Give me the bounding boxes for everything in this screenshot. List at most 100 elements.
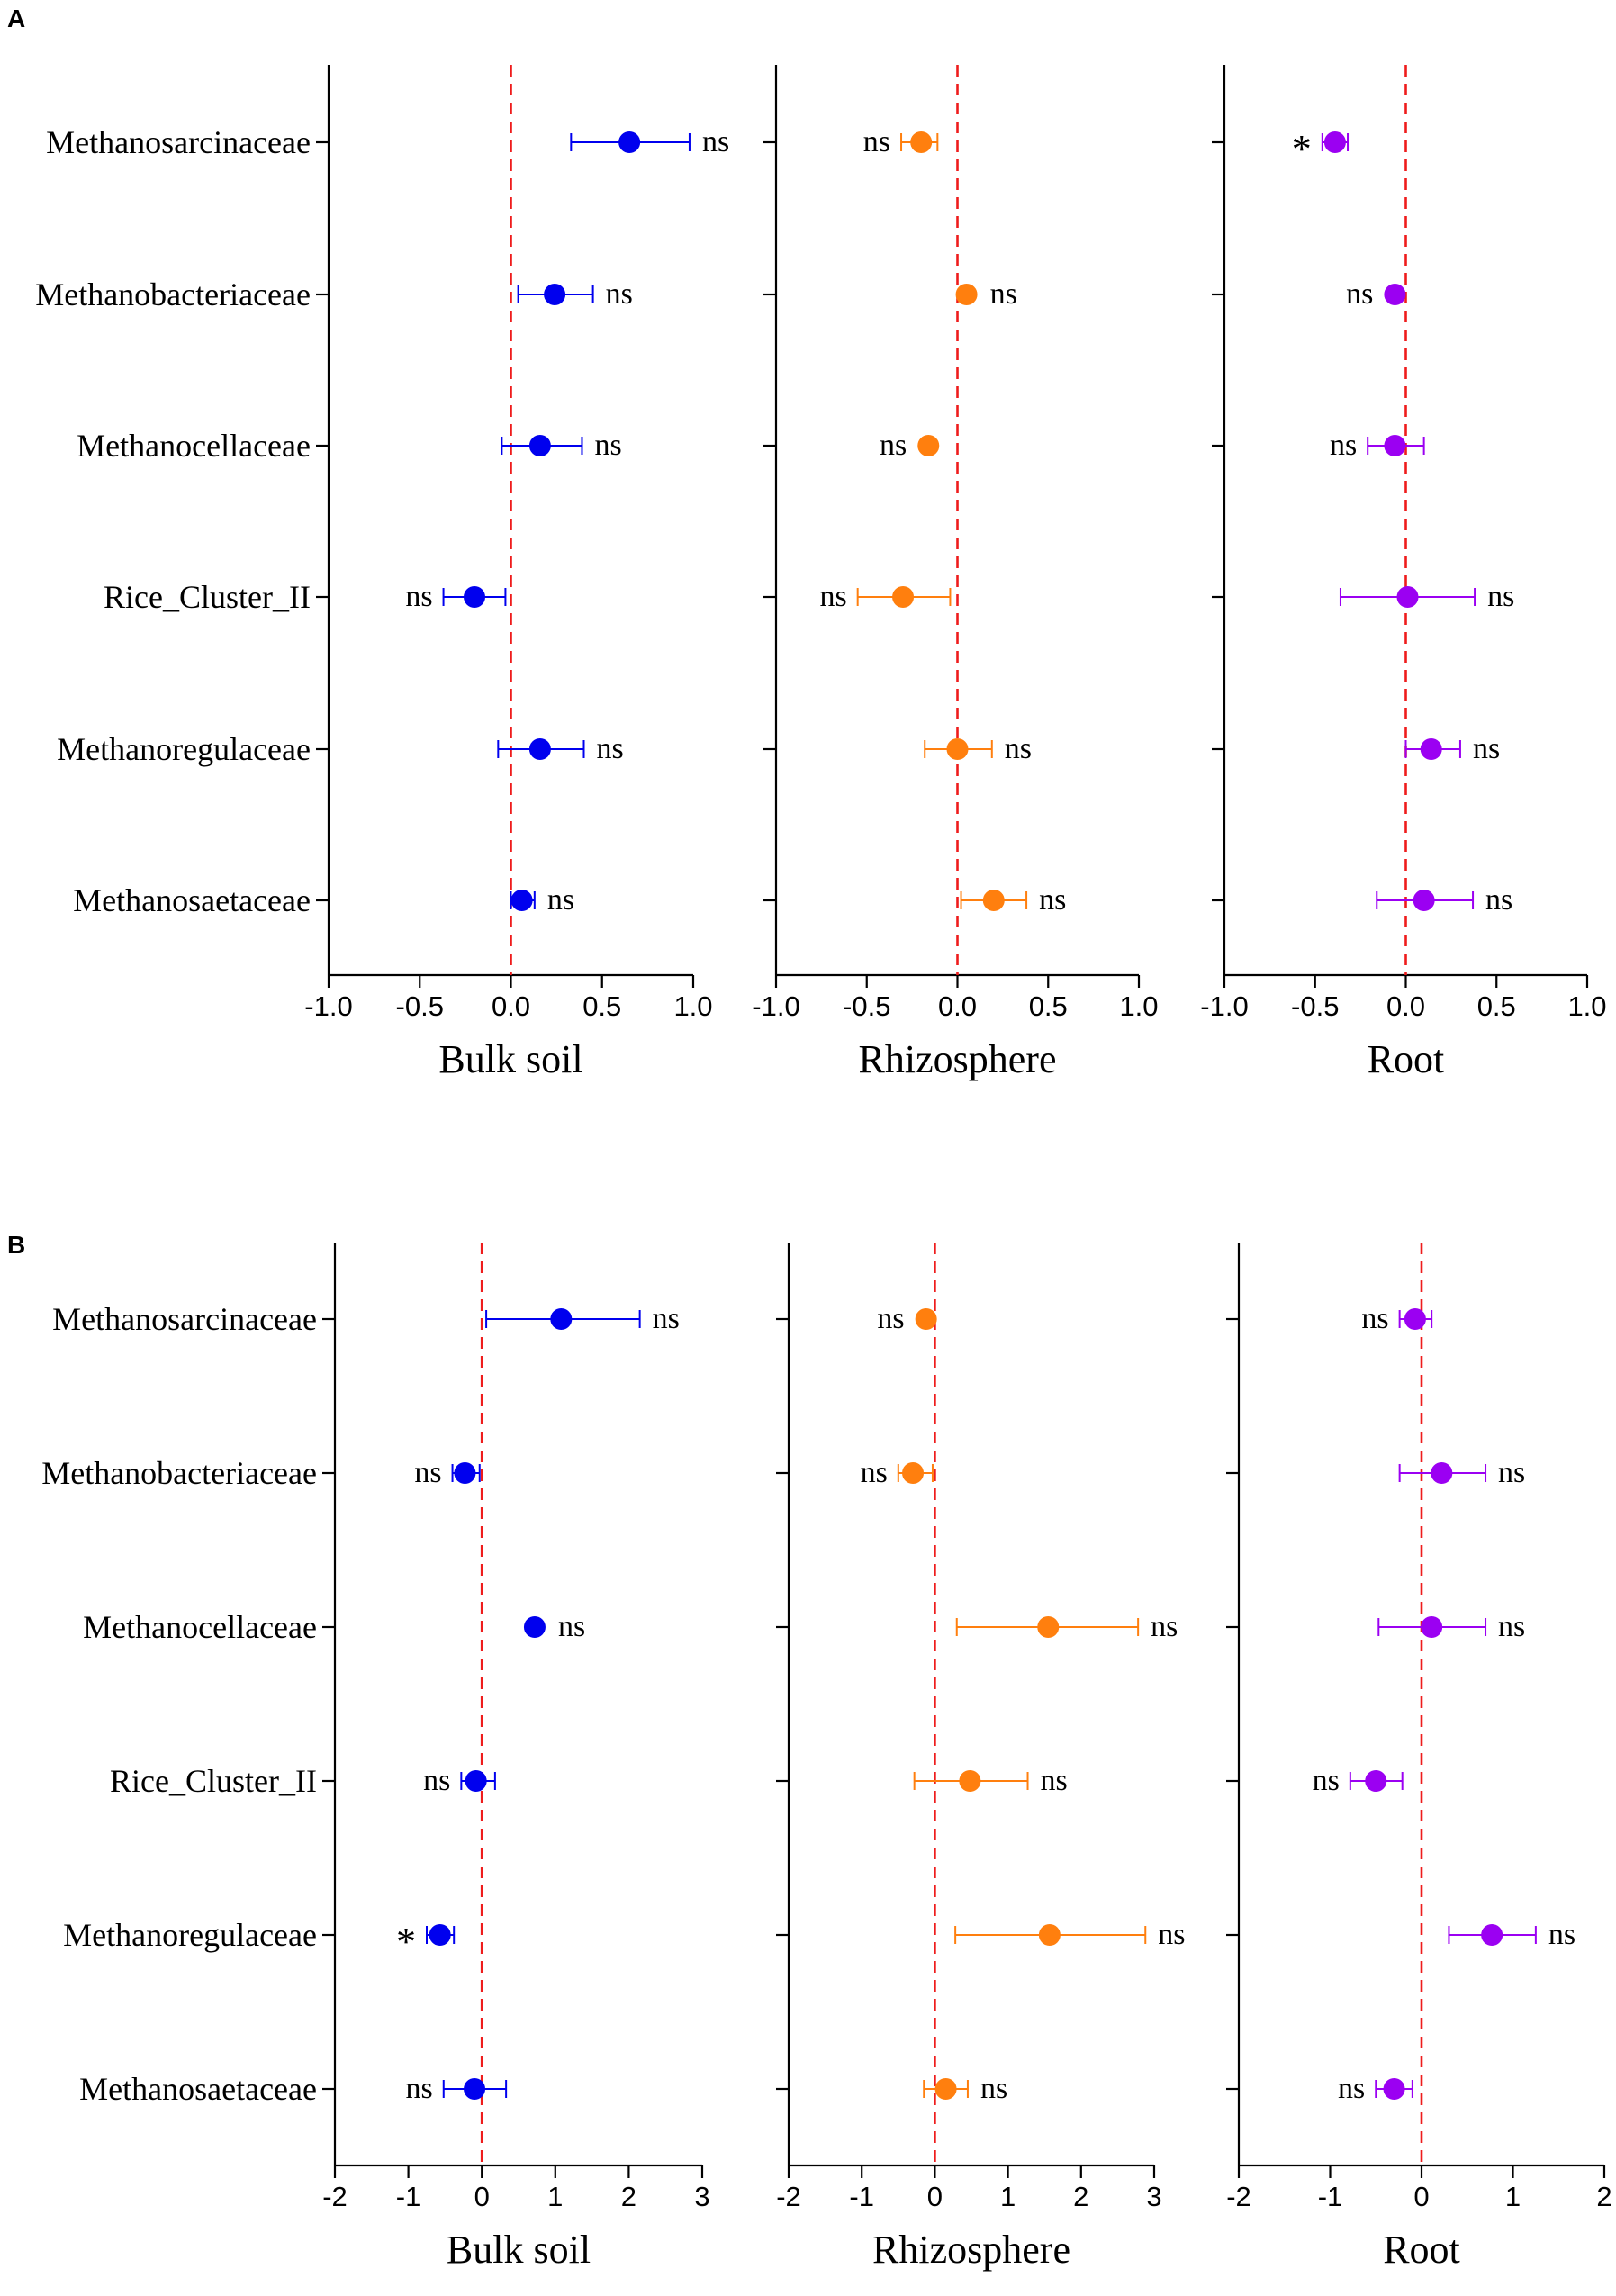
data-point bbox=[917, 435, 940, 456]
subplot-b-0: -2 -1 0 1 2 3 Bulk soil Methanosarcinaceae ns Met… bbox=[41, 1243, 710, 2272]
x-tick-label: 1 bbox=[1505, 2181, 1521, 2212]
panel-label-b: B bbox=[7, 1231, 25, 1259]
significance-label: ns bbox=[819, 580, 846, 613]
category-label: Rice_Cluster_II bbox=[104, 579, 311, 615]
x-axis-title: Bulk soil bbox=[438, 1037, 582, 1081]
significance-label: ns bbox=[1330, 429, 1357, 462]
data-point bbox=[454, 1462, 476, 1484]
significance-label: ns bbox=[653, 1302, 680, 1335]
x-tick-label: -0.5 bbox=[1291, 990, 1339, 1022]
data-point bbox=[464, 586, 485, 608]
data-point bbox=[528, 738, 551, 760]
data-point bbox=[1323, 131, 1346, 153]
x-tick-label: 2 bbox=[1073, 2181, 1088, 2212]
subplot-b-2: -2 -1 0 1 2 Root ns ns ns ns ns ns bbox=[1226, 1243, 1612, 2272]
x-tick-label: 0.0 bbox=[938, 990, 977, 1022]
significance-label: ns bbox=[423, 1764, 450, 1797]
category-label: Methanosaetaceae bbox=[73, 882, 311, 918]
x-tick-label: -1 bbox=[396, 2181, 421, 2212]
data-point bbox=[982, 890, 1005, 911]
significance-label: ns bbox=[597, 732, 624, 765]
x-tick-label: -2 bbox=[776, 2181, 801, 2212]
data-point bbox=[523, 1616, 546, 1638]
significance-label: ns bbox=[863, 125, 890, 158]
x-tick-label: -1 bbox=[849, 2181, 874, 2212]
x-tick-label: -1.0 bbox=[304, 990, 352, 1022]
significance-label: ns bbox=[547, 883, 574, 917]
significance-label: ns bbox=[1346, 277, 1373, 311]
subplot-b-1: -2 -1 0 1 2 3 Rhizosphere ns ns ns ns ns ns bbox=[776, 1243, 1185, 2272]
data-point bbox=[464, 2078, 486, 2100]
x-tick-label: 0 bbox=[1413, 2181, 1429, 2212]
significance-label: ns bbox=[1361, 1302, 1388, 1335]
data-point bbox=[934, 2078, 957, 2100]
x-tick-label: -0.5 bbox=[843, 990, 890, 1022]
subplot-a-0: -1.0 -0.5 0.0 0.5 1.0 Bulk soil Methanosarcina… bbox=[35, 65, 729, 1081]
significance-label: * bbox=[1292, 127, 1312, 171]
x-tick-label: 0 bbox=[474, 2181, 490, 2212]
category-label: Methanobacteriaceae bbox=[35, 276, 311, 312]
significance-label: ns bbox=[880, 429, 907, 462]
x-tick-label: 3 bbox=[1146, 2181, 1161, 2212]
x-axis-title: Bulk soil bbox=[447, 2228, 591, 2272]
significance-label: ns bbox=[414, 1456, 441, 1489]
category-label: Methanosaetaceae bbox=[79, 2071, 317, 2107]
category-label: Methanosarcinaceae bbox=[52, 1301, 317, 1337]
data-point bbox=[618, 131, 641, 153]
significance-label: ns bbox=[702, 125, 729, 158]
subplot-a-1: -1.0 -0.5 0.0 0.5 1.0 Rhizosphere ns ns ns ns ns ns bbox=[752, 65, 1159, 1081]
data-point bbox=[1481, 1924, 1503, 1946]
category-label: Methanoregulaceae bbox=[63, 1917, 317, 1953]
data-point bbox=[892, 586, 915, 608]
category-label: Methanoregulaceae bbox=[57, 731, 311, 767]
x-tick-label: -2 bbox=[322, 2181, 348, 2212]
significance-label: ns bbox=[1498, 1456, 1525, 1489]
significance-label: ns bbox=[1039, 883, 1066, 917]
data-point bbox=[1413, 890, 1435, 911]
significance-label: ns bbox=[877, 1302, 904, 1335]
significance-label: ns bbox=[1041, 1764, 1068, 1797]
x-axis-title: Root bbox=[1383, 2228, 1460, 2272]
significance-label: ns bbox=[1473, 732, 1500, 765]
data-point bbox=[510, 890, 533, 911]
data-point bbox=[946, 738, 969, 760]
significance-label: * bbox=[396, 1920, 416, 1964]
data-point bbox=[902, 1462, 925, 1484]
data-point bbox=[1421, 1616, 1443, 1638]
x-tick-label: 2 bbox=[621, 2181, 636, 2212]
x-tick-label: 0.0 bbox=[1386, 990, 1425, 1022]
data-point bbox=[1384, 435, 1406, 456]
significance-label: ns bbox=[1498, 1610, 1525, 1643]
x-tick-label: 0.5 bbox=[1477, 990, 1516, 1022]
data-point bbox=[1404, 1308, 1426, 1330]
x-tick-label: 0.5 bbox=[582, 990, 621, 1022]
x-tick-label: -1.0 bbox=[1200, 990, 1248, 1022]
category-label: Rice_Cluster_II bbox=[110, 1763, 317, 1799]
significance-label: ns bbox=[406, 2072, 433, 2105]
data-point bbox=[465, 1770, 487, 1792]
x-tick-label: 0.0 bbox=[492, 990, 530, 1022]
significance-label: ns bbox=[861, 1456, 888, 1489]
significance-label: ns bbox=[405, 580, 432, 613]
data-point bbox=[550, 1308, 573, 1330]
data-point bbox=[915, 1308, 937, 1330]
significance-label: ns bbox=[1005, 732, 1032, 765]
significance-label: ns bbox=[1151, 1610, 1178, 1643]
significance-label: ns bbox=[990, 277, 1017, 311]
data-point bbox=[959, 1770, 981, 1792]
data-point bbox=[528, 435, 551, 456]
data-point bbox=[1365, 1770, 1387, 1792]
x-axis-title: Rhizosphere bbox=[872, 2228, 1070, 2272]
category-label: Methanosarcinaceae bbox=[46, 124, 311, 160]
category-label: Methanobacteriaceae bbox=[41, 1455, 317, 1491]
significance-label: ns bbox=[1338, 2072, 1365, 2105]
x-tick-label: -2 bbox=[1226, 2181, 1251, 2212]
x-tick-label: -1 bbox=[1318, 2181, 1343, 2212]
significance-label: ns bbox=[1313, 1764, 1340, 1797]
data-point bbox=[1038, 1924, 1061, 1946]
data-point bbox=[1037, 1616, 1060, 1638]
x-tick-label: 1 bbox=[1000, 2181, 1016, 2212]
significance-label: ns bbox=[1485, 883, 1512, 917]
